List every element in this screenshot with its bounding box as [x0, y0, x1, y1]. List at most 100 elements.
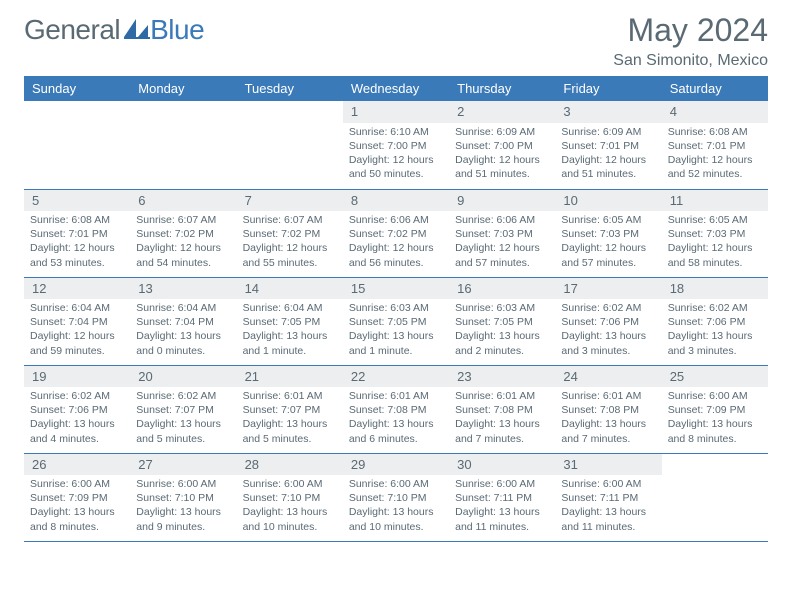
calendar-day-cell: 11Sunrise: 6:05 AMSunset: 7:03 PMDayligh… — [662, 189, 768, 277]
day-number: 24 — [555, 366, 661, 388]
daylight-text: Daylight: 13 hours and 8 minutes. — [668, 417, 762, 445]
header: General Blue May 2024 San Simonito, Mexi… — [24, 14, 768, 70]
day-number: 4 — [662, 101, 768, 123]
daylight-text: Daylight: 13 hours and 1 minute. — [349, 329, 443, 357]
day-details: Sunrise: 6:07 AMSunset: 7:02 PMDaylight:… — [130, 211, 236, 274]
day-details: Sunrise: 6:01 AMSunset: 7:08 PMDaylight:… — [343, 387, 449, 450]
sunset-text: Sunset: 7:04 PM — [30, 315, 124, 329]
location: San Simonito, Mexico — [613, 52, 768, 70]
day-number: 30 — [449, 454, 555, 476]
day-number: 7 — [237, 190, 343, 212]
sunset-text: Sunset: 7:09 PM — [668, 403, 762, 417]
weekday-header: Tuesday — [237, 76, 343, 101]
calendar-day-cell: 19Sunrise: 6:02 AMSunset: 7:06 PMDayligh… — [24, 365, 130, 453]
calendar-day-cell: 27Sunrise: 6:00 AMSunset: 7:10 PMDayligh… — [130, 453, 236, 541]
sunrise-text: Sunrise: 6:02 AM — [668, 301, 762, 315]
day-details: Sunrise: 6:09 AMSunset: 7:01 PMDaylight:… — [555, 123, 661, 186]
day-number: 12 — [24, 278, 130, 300]
daylight-text: Daylight: 13 hours and 6 minutes. — [349, 417, 443, 445]
sunset-text: Sunset: 7:08 PM — [561, 403, 655, 417]
day-number: 17 — [555, 278, 661, 300]
calendar-week-row: 5Sunrise: 6:08 AMSunset: 7:01 PMDaylight… — [24, 189, 768, 277]
sunrise-text: Sunrise: 6:10 AM — [349, 125, 443, 139]
title-block: May 2024 San Simonito, Mexico — [613, 14, 768, 70]
calendar-day-cell: 26Sunrise: 6:00 AMSunset: 7:09 PMDayligh… — [24, 453, 130, 541]
calendar-day-cell: 31Sunrise: 6:00 AMSunset: 7:11 PMDayligh… — [555, 453, 661, 541]
calendar-day-cell: 8Sunrise: 6:06 AMSunset: 7:02 PMDaylight… — [343, 189, 449, 277]
sunset-text: Sunset: 7:02 PM — [349, 227, 443, 241]
calendar-day-cell: 5Sunrise: 6:08 AMSunset: 7:01 PMDaylight… — [24, 189, 130, 277]
day-details: Sunrise: 6:02 AMSunset: 7:06 PMDaylight:… — [662, 299, 768, 362]
day-details: Sunrise: 6:01 AMSunset: 7:08 PMDaylight:… — [555, 387, 661, 450]
calendar-day-cell: 13Sunrise: 6:04 AMSunset: 7:04 PMDayligh… — [130, 277, 236, 365]
sunrise-text: Sunrise: 6:06 AM — [349, 213, 443, 227]
calendar-day-cell: 30Sunrise: 6:00 AMSunset: 7:11 PMDayligh… — [449, 453, 555, 541]
daylight-text: Daylight: 12 hours and 51 minutes. — [455, 153, 549, 181]
sunset-text: Sunset: 7:01 PM — [668, 139, 762, 153]
sunrise-text: Sunrise: 6:00 AM — [243, 477, 337, 491]
day-details: Sunrise: 6:00 AMSunset: 7:09 PMDaylight:… — [24, 475, 130, 538]
sunset-text: Sunset: 7:03 PM — [668, 227, 762, 241]
day-number: 25 — [662, 366, 768, 388]
sunrise-text: Sunrise: 6:07 AM — [243, 213, 337, 227]
daylight-text: Daylight: 13 hours and 5 minutes. — [243, 417, 337, 445]
day-details: Sunrise: 6:02 AMSunset: 7:06 PMDaylight:… — [24, 387, 130, 450]
sunrise-text: Sunrise: 6:01 AM — [349, 389, 443, 403]
sunrise-text: Sunrise: 6:09 AM — [561, 125, 655, 139]
daylight-text: Daylight: 12 hours and 54 minutes. — [136, 241, 230, 269]
sunrise-text: Sunrise: 6:02 AM — [561, 301, 655, 315]
sunset-text: Sunset: 7:08 PM — [455, 403, 549, 417]
brand-logo: General Blue — [24, 14, 204, 46]
day-number: 26 — [24, 454, 130, 476]
calendar-day-cell: 4Sunrise: 6:08 AMSunset: 7:01 PMDaylight… — [662, 101, 768, 189]
sunrise-text: Sunrise: 6:01 AM — [561, 389, 655, 403]
day-number: 31 — [555, 454, 661, 476]
day-details: Sunrise: 6:01 AMSunset: 7:07 PMDaylight:… — [237, 387, 343, 450]
calendar-day-cell: 17Sunrise: 6:02 AMSunset: 7:06 PMDayligh… — [555, 277, 661, 365]
daylight-text: Daylight: 13 hours and 7 minutes. — [455, 417, 549, 445]
daylight-text: Daylight: 12 hours and 50 minutes. — [349, 153, 443, 181]
day-number: 21 — [237, 366, 343, 388]
weekday-header: Saturday — [662, 76, 768, 101]
sunset-text: Sunset: 7:00 PM — [349, 139, 443, 153]
daylight-text: Daylight: 13 hours and 2 minutes. — [455, 329, 549, 357]
day-details: Sunrise: 6:00 AMSunset: 7:10 PMDaylight:… — [130, 475, 236, 538]
calendar-day-cell: 12Sunrise: 6:04 AMSunset: 7:04 PMDayligh… — [24, 277, 130, 365]
day-details: Sunrise: 6:04 AMSunset: 7:05 PMDaylight:… — [237, 299, 343, 362]
day-number: 14 — [237, 278, 343, 300]
day-number: 8 — [343, 190, 449, 212]
month-title: May 2024 — [613, 14, 768, 46]
calendar-day-cell: 22Sunrise: 6:01 AMSunset: 7:08 PMDayligh… — [343, 365, 449, 453]
sunset-text: Sunset: 7:04 PM — [136, 315, 230, 329]
sunrise-text: Sunrise: 6:03 AM — [455, 301, 549, 315]
day-details: Sunrise: 6:05 AMSunset: 7:03 PMDaylight:… — [662, 211, 768, 274]
sunrise-text: Sunrise: 6:00 AM — [136, 477, 230, 491]
sunset-text: Sunset: 7:09 PM — [30, 491, 124, 505]
day-number: 16 — [449, 278, 555, 300]
day-details: Sunrise: 6:02 AMSunset: 7:07 PMDaylight:… — [130, 387, 236, 450]
day-details: Sunrise: 6:00 AMSunset: 7:09 PMDaylight:… — [662, 387, 768, 450]
day-number: 2 — [449, 101, 555, 123]
calendar-day-cell: 6Sunrise: 6:07 AMSunset: 7:02 PMDaylight… — [130, 189, 236, 277]
sunset-text: Sunset: 7:06 PM — [30, 403, 124, 417]
day-details: Sunrise: 6:03 AMSunset: 7:05 PMDaylight:… — [449, 299, 555, 362]
sunrise-text: Sunrise: 6:08 AM — [668, 125, 762, 139]
daylight-text: Daylight: 13 hours and 11 minutes. — [561, 505, 655, 533]
sunset-text: Sunset: 7:10 PM — [136, 491, 230, 505]
sunrise-text: Sunrise: 6:06 AM — [455, 213, 549, 227]
daylight-text: Daylight: 13 hours and 7 minutes. — [561, 417, 655, 445]
sunset-text: Sunset: 7:08 PM — [349, 403, 443, 417]
daylight-text: Daylight: 13 hours and 3 minutes. — [561, 329, 655, 357]
day-details: Sunrise: 6:03 AMSunset: 7:05 PMDaylight:… — [343, 299, 449, 362]
daylight-text: Daylight: 13 hours and 9 minutes. — [136, 505, 230, 533]
weekday-header: Monday — [130, 76, 236, 101]
calendar-week-row: 12Sunrise: 6:04 AMSunset: 7:04 PMDayligh… — [24, 277, 768, 365]
day-number: 3 — [555, 101, 661, 123]
day-number: 10 — [555, 190, 661, 212]
calendar-day-cell — [130, 101, 236, 189]
sunset-text: Sunset: 7:11 PM — [455, 491, 549, 505]
sunset-text: Sunset: 7:02 PM — [243, 227, 337, 241]
daylight-text: Daylight: 12 hours and 51 minutes. — [561, 153, 655, 181]
day-details: Sunrise: 6:00 AMSunset: 7:10 PMDaylight:… — [237, 475, 343, 538]
sunrise-text: Sunrise: 6:00 AM — [30, 477, 124, 491]
